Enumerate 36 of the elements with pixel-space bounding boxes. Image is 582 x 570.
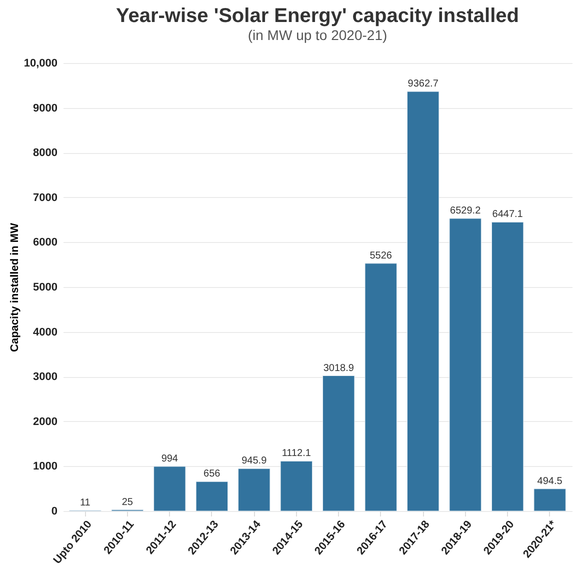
bar (154, 466, 186, 512)
data-label: 11 (80, 498, 91, 509)
bar (407, 91, 440, 512)
bar (364, 263, 397, 512)
bar (238, 468, 270, 512)
data-label: 6529.2 (450, 205, 482, 216)
y-tick-label: 6000 (33, 236, 58, 249)
y-tick-label: 4000 (33, 326, 58, 338)
y-tick-label: 7000 (33, 192, 58, 204)
y-tick-label: 2000 (33, 416, 58, 428)
y-axis-title: Capacity installed in MW (8, 222, 21, 352)
bar (322, 376, 355, 512)
bar (534, 488, 566, 512)
y-tick-label: 8000 (33, 147, 58, 160)
y-tick-label: 5000 (33, 282, 58, 294)
data-label: 25 (122, 496, 134, 508)
bar (491, 222, 524, 512)
data-label: 3018.9 (323, 362, 354, 374)
y-tick-label: 1000 (33, 460, 58, 473)
data-label: 656 (204, 468, 221, 480)
data-label: 5526 (370, 250, 392, 262)
data-label: 9362.7 (408, 78, 439, 90)
data-label: 994 (161, 453, 178, 464)
bar (449, 218, 482, 512)
data-label: 494.5 (537, 476, 563, 487)
bar (196, 481, 228, 512)
data-label: 945.9 (242, 456, 268, 467)
y-tick-label: 0 (51, 506, 58, 518)
chart-subtitle: (in MW up to 2020-21) (248, 27, 388, 43)
y-tick-label: 3000 (33, 371, 58, 384)
data-label: 1112.1 (282, 448, 312, 460)
y-tick-label: 10,000 (24, 58, 58, 70)
bar (280, 460, 312, 512)
data-label: 6447.1 (492, 209, 524, 220)
y-tick-label: 9000 (33, 102, 58, 114)
chart-title: Year-wise 'Solar Energy' capacity installed (116, 5, 520, 27)
